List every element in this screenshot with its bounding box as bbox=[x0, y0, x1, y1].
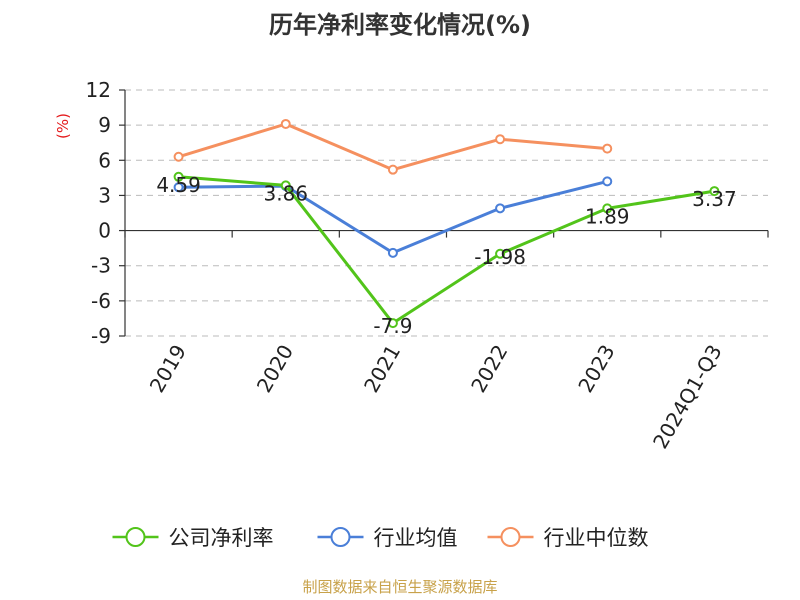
data-point bbox=[709, 186, 720, 197]
data-point bbox=[602, 143, 613, 154]
legend-label: 公司净利率 bbox=[169, 526, 274, 550]
series-line bbox=[177, 122, 609, 172]
data-point bbox=[602, 176, 613, 187]
legend-label: 行业中位数 bbox=[544, 526, 649, 550]
data-point bbox=[602, 203, 613, 214]
x-tick-label: 2023 bbox=[573, 341, 619, 397]
data-point bbox=[387, 318, 398, 329]
source-note: 制图数据来自恒生聚源数据库 bbox=[302, 578, 497, 596]
legend-swatch-marker bbox=[500, 527, 521, 547]
series-line bbox=[177, 175, 716, 325]
data-point bbox=[495, 248, 506, 259]
data-point bbox=[495, 134, 506, 145]
y-tick-label: 9 bbox=[98, 113, 111, 137]
series-lines bbox=[173, 118, 720, 329]
data-labels: 4.59 3.86 -7.9 -1.98 1.89 3.37 bbox=[156, 173, 736, 338]
x-tick-label: 2020 bbox=[252, 341, 298, 397]
gridlines bbox=[125, 89, 768, 337]
legend-swatch-marker bbox=[125, 527, 146, 547]
legend-swatch-marker bbox=[330, 527, 351, 547]
x-tick-label: 2021 bbox=[359, 341, 405, 397]
legend-item: 行业均值 bbox=[317, 526, 458, 550]
data-point bbox=[387, 164, 398, 175]
data-point bbox=[173, 151, 184, 162]
y-tick-label: 6 bbox=[98, 148, 111, 172]
data-label: -1.98 bbox=[474, 245, 526, 269]
data-point bbox=[280, 118, 291, 129]
x-tick-label: 2024Q1-Q3 bbox=[648, 341, 727, 453]
y-tick-label: 0 bbox=[98, 219, 111, 243]
y-tick-label: 12 bbox=[86, 78, 111, 102]
x-tick-label: 2019 bbox=[145, 341, 191, 397]
data-label: -7.9 bbox=[373, 314, 412, 338]
y-tick-label: 3 bbox=[98, 183, 111, 207]
legend-item: 公司净利率 bbox=[112, 526, 274, 550]
data-label: 3.86 bbox=[263, 181, 308, 205]
data-point bbox=[173, 171, 184, 182]
legend-label: 行业均值 bbox=[374, 526, 458, 550]
y-tick-label: -9 bbox=[91, 324, 111, 348]
legend-item: 行业中位数 bbox=[487, 526, 649, 550]
legend: 公司净利率 行业均值 行业中位数 bbox=[112, 526, 649, 550]
y-axis-unit-label: (%) bbox=[54, 113, 72, 139]
y-tick-label: -3 bbox=[91, 254, 111, 278]
chart-title: 历年净利率变化情况(%) bbox=[269, 11, 531, 39]
data-label: 4.59 bbox=[156, 173, 201, 197]
data-label: 3.37 bbox=[692, 187, 737, 211]
data-point bbox=[173, 182, 184, 193]
data-label: 1.89 bbox=[585, 204, 630, 228]
x-tick-label: 2022 bbox=[466, 341, 512, 397]
data-point bbox=[495, 203, 506, 214]
data-point bbox=[280, 180, 291, 191]
y-tick-label: -6 bbox=[91, 289, 111, 313]
series-line bbox=[177, 179, 609, 255]
data-point bbox=[387, 247, 398, 258]
